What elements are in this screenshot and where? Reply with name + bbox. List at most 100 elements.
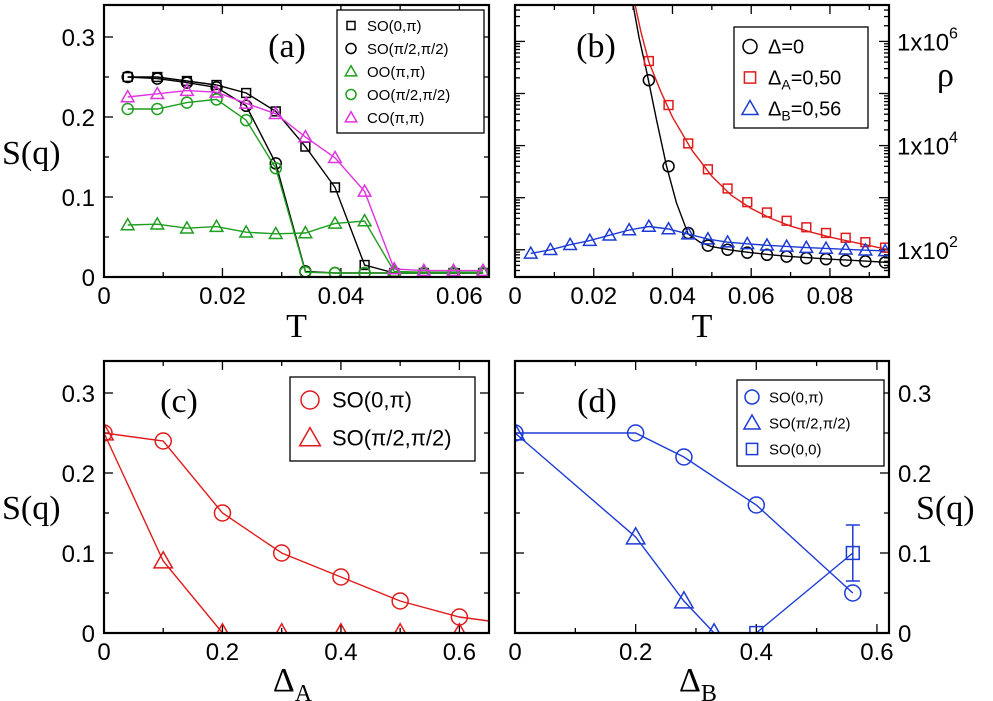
- legend-marker: [742, 413, 762, 430]
- legend: SO(0,π) SO(π/2,π/2) SO(0,0): [736, 379, 885, 467]
- data-point: [722, 183, 733, 194]
- x-axis-label: T: [692, 308, 713, 345]
- x-tick-label: 0.04: [649, 283, 696, 310]
- data-point: [621, 222, 637, 236]
- legend-box: [289, 376, 476, 462]
- data-point: [275, 622, 288, 633]
- panel-label: (a): [268, 28, 306, 65]
- data-point: [154, 432, 172, 450]
- data-point: [216, 622, 229, 633]
- series-line: [515, 432, 854, 594]
- data-point: [625, 526, 647, 545]
- axes-frame: [513, 359, 891, 635]
- legend-label: OO(π,π): [367, 64, 425, 81]
- data-point: [272, 544, 291, 562]
- legend-marker: [744, 389, 760, 405]
- axes-frame: [102, 359, 491, 635]
- data-point: [719, 234, 736, 248]
- legend-marker: [745, 442, 759, 456]
- y-tick-label: 0.3: [898, 381, 931, 408]
- series: [104, 422, 466, 633]
- data-point: [334, 622, 348, 633]
- data-point: [781, 215, 792, 226]
- legend-marker: [298, 426, 322, 447]
- y-axis-label: ρ: [937, 57, 954, 94]
- data-point: [356, 213, 373, 227]
- legend-item: SO(0,0): [745, 441, 822, 458]
- data-point: [359, 259, 370, 271]
- x-tick-label: 0.06: [728, 283, 775, 310]
- series: [515, 422, 721, 633]
- data-point: [332, 568, 350, 586]
- data-point: [268, 105, 284, 120]
- data-point: [680, 226, 696, 240]
- axes-frame: [513, 3, 891, 279]
- legend-marker: [345, 42, 357, 55]
- data-point: [707, 622, 721, 633]
- data-point: [238, 95, 254, 109]
- data-point: [327, 215, 343, 229]
- panel-d: 0 0.2 0.4 0.600.10.20.3(d)ΔBS(q)SO(0,π)SO(π…: [508, 359, 975, 701]
- panel-c: 0 0.2 0.4 0.6 0 0.1 0.2 0.3 (c) ΔA S(q) SO(0,π) SO(π…: [2, 359, 491, 701]
- data-point: [515, 422, 526, 441]
- data-point: [297, 129, 314, 143]
- series: [120, 82, 489, 277]
- data-point: [394, 622, 407, 633]
- plot-area: [523, 5, 889, 269]
- data-point: [798, 239, 814, 254]
- data-point: [299, 265, 312, 277]
- y-tick-label: 0.2: [62, 461, 95, 488]
- series-line: [104, 432, 489, 622]
- series: [515, 424, 862, 602]
- x-tick-label: 0.6: [860, 639, 893, 666]
- x-tick-label: 0: [97, 639, 110, 666]
- legend-label: Δ=0: [768, 37, 804, 59]
- series: [749, 524, 860, 633]
- data-point: [643, 55, 655, 67]
- data-point: [356, 183, 373, 197]
- legend-item: OO(π/2,π/2): [345, 87, 450, 104]
- legend-marker: [740, 98, 760, 116]
- data-point: [104, 424, 113, 442]
- data-point: [121, 70, 134, 84]
- y-axis-label: S(q): [916, 490, 975, 527]
- data-point: [675, 448, 693, 466]
- data-point: [820, 227, 832, 239]
- y-tick-label: 0.2: [62, 105, 95, 132]
- data-point: [104, 422, 115, 441]
- data-point: [673, 590, 695, 609]
- data-point: [663, 99, 674, 111]
- y-tick-label: 0: [82, 621, 95, 648]
- x-tick-label: 0.06: [436, 283, 483, 310]
- x-axis-label: ΔB: [679, 662, 717, 701]
- data-point: [626, 424, 645, 442]
- data-point: [641, 218, 657, 232]
- series-line: [127, 98, 484, 274]
- data-point: [542, 241, 559, 256]
- data-point: [210, 93, 223, 106]
- data-point: [860, 237, 871, 248]
- legend-marker: [300, 390, 320, 410]
- legend-item: ΔB=0,56: [740, 98, 841, 124]
- data-point: [180, 76, 194, 89]
- legend-label: OO(π/2,π/2): [367, 87, 450, 104]
- legend-item: SO(π/2,π/2): [742, 413, 851, 432]
- data-point: [761, 207, 773, 218]
- x-tick-label: 0: [97, 283, 110, 310]
- axes-frame: [102, 3, 491, 279]
- data-point: [839, 254, 852, 267]
- legend-item: SO(0,π): [300, 388, 412, 413]
- data-point: [328, 266, 342, 277]
- data-point: [453, 622, 466, 633]
- data-point: [702, 164, 714, 175]
- legend-label: SO(0,π): [769, 389, 824, 406]
- data-point: [120, 217, 136, 231]
- legend-marker: [743, 71, 757, 84]
- x-axis-label: T: [286, 308, 307, 345]
- series: [104, 424, 489, 626]
- data-point: [297, 225, 314, 239]
- data-point: [208, 84, 225, 98]
- series: [523, 218, 889, 259]
- x-tick-label: 0.6: [443, 639, 476, 666]
